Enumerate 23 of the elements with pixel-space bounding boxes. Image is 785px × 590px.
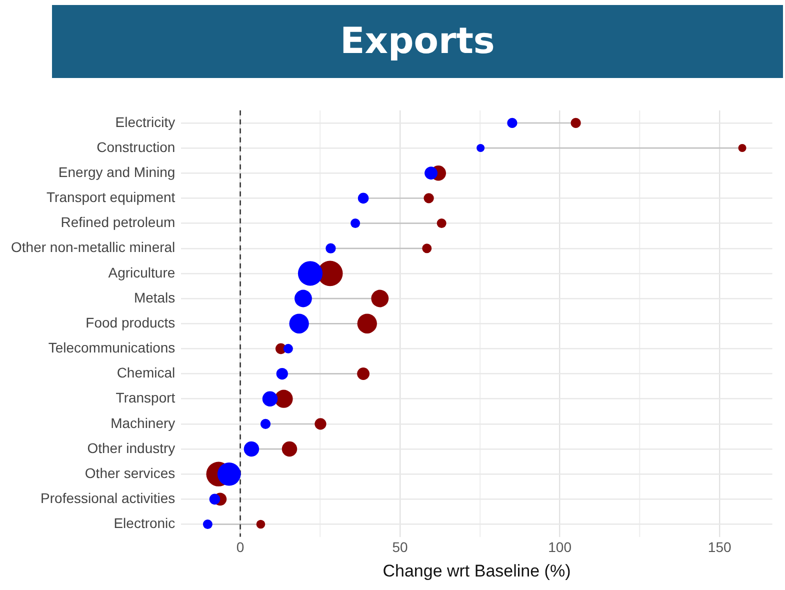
y-tick-label: Food products xyxy=(86,314,176,330)
y-tick-label: Agriculture xyxy=(108,264,176,280)
x-axis-title: Change wrt Baseline (%) xyxy=(382,561,571,580)
y-tick-label: Other non-metallic mineral xyxy=(11,239,176,256)
y-tick-label: Telecommunications xyxy=(48,340,176,356)
chart-title: Exports xyxy=(52,5,783,78)
y-tick-label: Other industry xyxy=(87,440,176,456)
x-tick-label: 50 xyxy=(392,539,408,556)
y-tick-label: Transport equipment xyxy=(46,189,176,206)
x-tick-label: 0 xyxy=(236,539,244,556)
y-tick-label: Machinery xyxy=(110,414,176,431)
y-tick-label: Metals xyxy=(134,289,176,306)
y-tick-label: Electronic xyxy=(114,515,176,532)
y-tick-label: Other services xyxy=(84,464,176,481)
y-tick-label: Electricity xyxy=(115,114,176,130)
y-tick-label: Professional activities xyxy=(40,490,176,506)
y-tick-label: Energy and Mining xyxy=(58,164,176,180)
y-tick-label: Refined petroleum xyxy=(60,214,176,230)
x-tick-label: 150 xyxy=(708,539,732,556)
x-tick-label: 100 xyxy=(548,539,572,556)
y-tick-label: Chemical xyxy=(116,364,176,381)
y-tick-label: Construction xyxy=(96,138,176,155)
y-tick-label: Transport xyxy=(116,390,176,406)
